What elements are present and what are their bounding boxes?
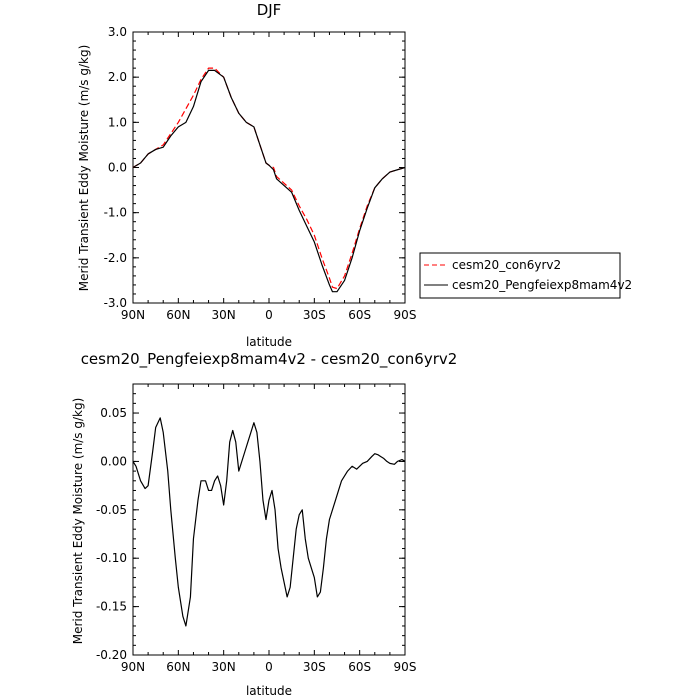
x-tick-label: 90N — [121, 660, 145, 674]
y-tick-label: 0.00 — [100, 454, 127, 468]
x-tick-label: 30N — [212, 308, 236, 322]
bottom-y-axis-label: Merid Transient Eddy Moisture (m/s g/kg) — [71, 398, 85, 645]
y-tick-label: -2.0 — [104, 251, 127, 265]
top-panel: DJF 90N 60N 30N 0 30S 60S 90S 3.0 2.0 1.0 0.0 -1.0 -… — [77, 1, 416, 349]
top-x-axis-label: latitude — [246, 335, 292, 349]
legend-label-experiment: cesm20_Pengfeiexp8mam4v2 — [452, 278, 632, 292]
y-tick-label: 2.0 — [108, 70, 127, 84]
y-tick-label: 0.05 — [100, 406, 127, 420]
bottom-x-axis-label: latitude — [246, 684, 292, 698]
bottom-panel: cesm20_Pengfeiexp8mam4v2 - cesm20_con6yr… — [71, 350, 457, 698]
y-tick-label: 1.0 — [108, 115, 127, 129]
y-tick-label: -1.0 — [104, 206, 127, 220]
bottom-plot-frame — [132, 383, 406, 656]
x-tick-label: 30S — [303, 660, 326, 674]
top-plot-frame — [132, 31, 406, 304]
y-tick-label: -0.05 — [96, 503, 127, 517]
top-chart-title: DJF — [257, 1, 282, 19]
x-tick-label: 90N — [121, 308, 145, 322]
y-tick-label: -0.10 — [96, 551, 127, 565]
x-tick-label: 90S — [394, 660, 417, 674]
bottom-series-line-0 — [132, 417, 406, 627]
top-series-lines — [132, 67, 406, 293]
x-tick-label: 60N — [166, 660, 190, 674]
y-tick-label: -0.20 — [96, 648, 127, 662]
legend: cesm20_con6yrv2 cesm20_Pengfeiexp8mam4v2 — [419, 252, 632, 299]
y-tick-label: 0.0 — [108, 161, 127, 175]
bottom-axis-ticks: 90N 60N 30N 0 30S 60S 90S 0.05 0.00 -0.05 -0.10 -0.… — [96, 383, 417, 674]
x-tick-label: 60N — [166, 308, 190, 322]
x-tick-label: 60S — [348, 308, 371, 322]
x-tick-label: 30N — [212, 660, 236, 674]
top-series-line-1 — [132, 69, 406, 293]
x-tick-label: 30S — [303, 308, 326, 322]
y-tick-label: -0.15 — [96, 600, 127, 614]
top-series-line-0 — [132, 67, 406, 290]
x-tick-label: 60S — [348, 660, 371, 674]
top-axis-ticks: 90N 60N 30N 0 30S 60S 90S 3.0 2.0 1.0 0.0 -1.0 -2.0 -… — [104, 25, 417, 322]
top-y-axis-label: Merid Transient Eddy Moisture (m/s g/kg) — [77, 45, 91, 292]
bottom-chart-title: cesm20_Pengfeiexp8mam4v2 - cesm20_con6yr… — [81, 350, 458, 369]
y-tick-label: -3.0 — [104, 296, 127, 310]
y-tick-label: 3.0 — [108, 25, 127, 39]
legend-label-control: cesm20_con6yrv2 — [452, 258, 561, 272]
x-tick-label: 0 — [265, 660, 273, 674]
legend-box — [419, 252, 621, 299]
x-tick-label: 90S — [394, 308, 417, 322]
bottom-series-lines — [132, 417, 406, 627]
x-tick-label: 0 — [265, 308, 273, 322]
